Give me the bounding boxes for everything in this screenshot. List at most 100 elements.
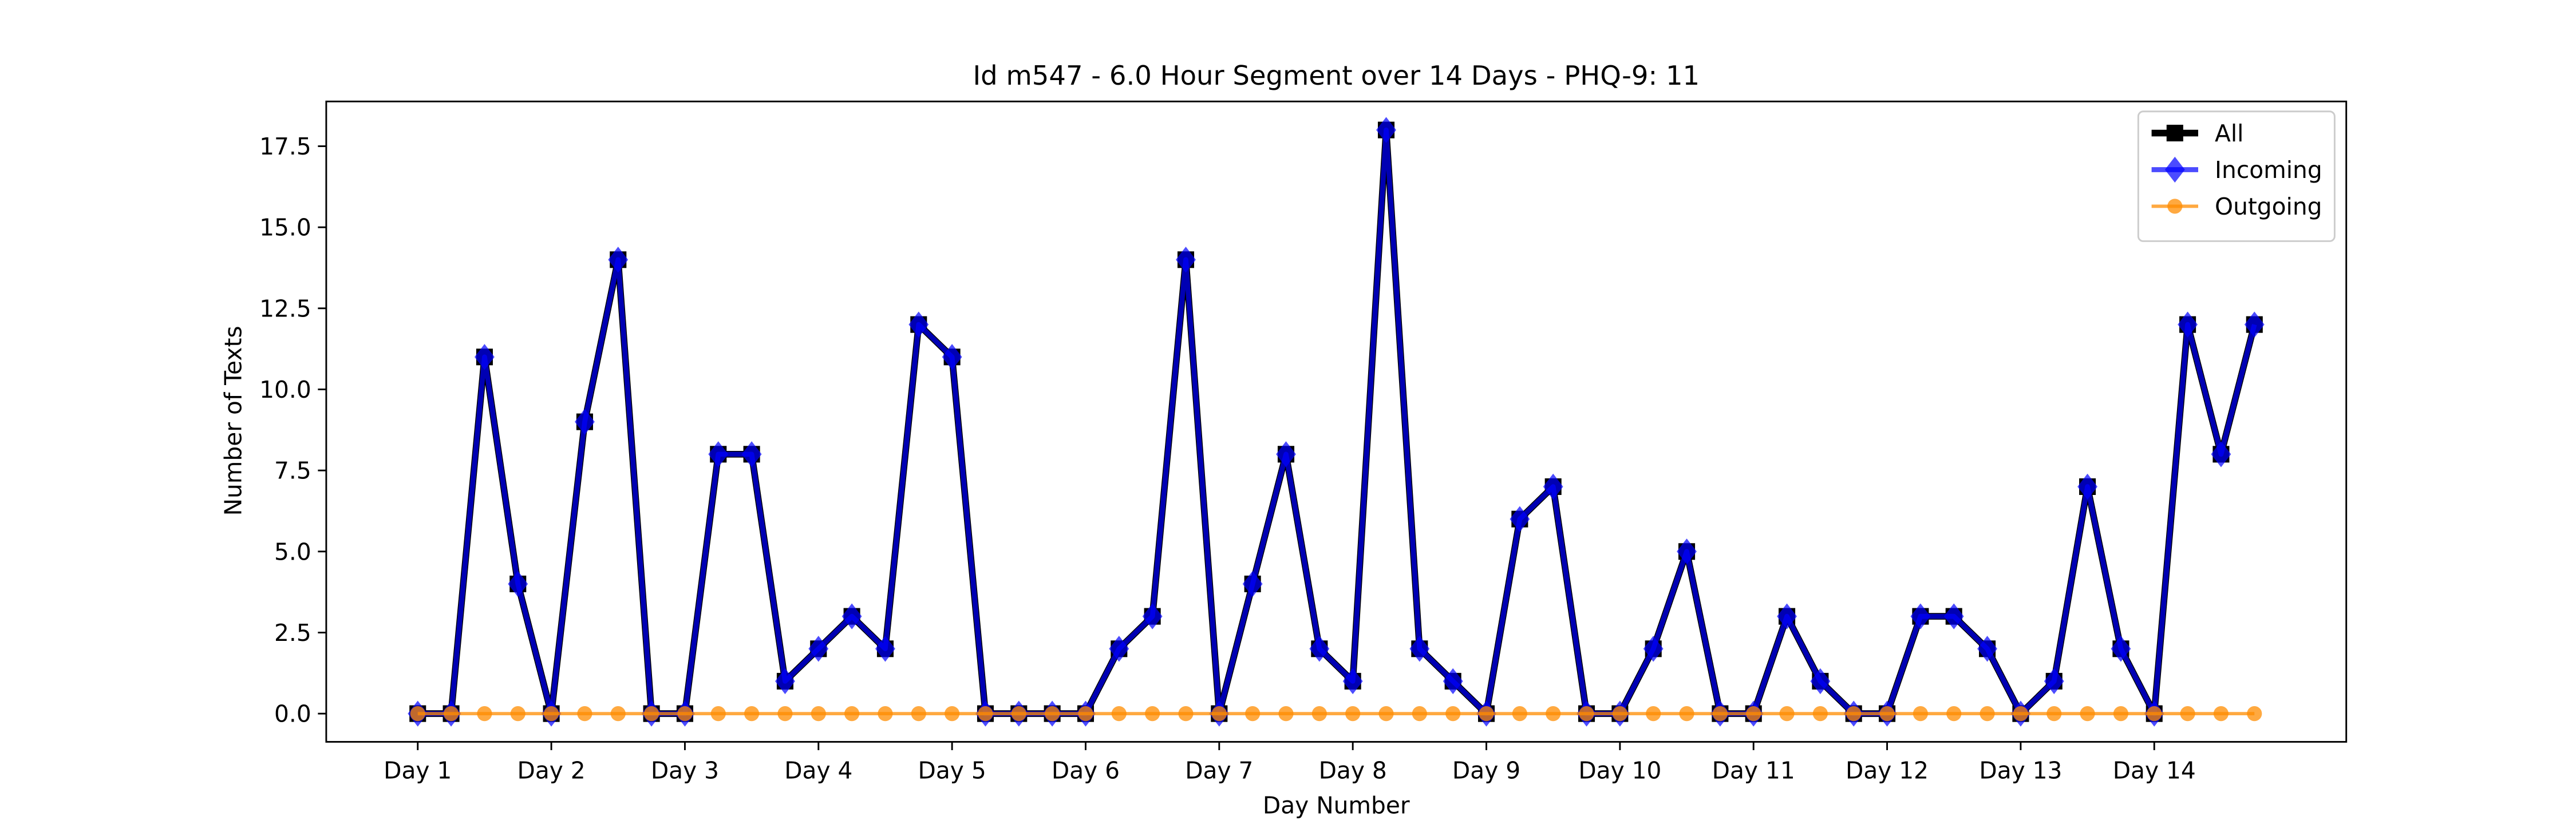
marker [1677,538,1697,565]
marker [811,706,826,722]
marker [1109,636,1129,662]
marker [1913,706,1928,722]
marker [608,247,629,273]
marker [474,344,495,370]
marker [1443,668,1463,695]
marker [2164,156,2185,183]
marker [1078,706,1093,722]
marker [942,344,962,370]
marker [1176,247,1196,273]
marker [844,706,860,722]
marker [911,706,926,722]
legend-box [2137,110,2336,242]
marker [2213,706,2229,722]
marker [2046,706,2062,722]
x-tick-label: Day 8 [1319,756,1387,784]
marker [945,706,960,722]
marker [2247,706,2262,722]
marker [1276,441,1296,468]
marker [1543,473,1563,500]
x-tick-label: Day 5 [918,756,986,784]
marker [1011,706,1026,722]
x-axis-label: Day Number [1263,791,1410,819]
marker [908,311,929,338]
marker [1345,706,1361,722]
marker [1579,706,1594,722]
marker [1846,706,1862,722]
x-tick-label: Day 11 [1712,756,1795,784]
marker [841,603,862,629]
marker [2166,125,2183,142]
marker [2178,311,2198,338]
marker [574,409,595,435]
plot-frame [325,100,2348,743]
x-tick-label: Day 6 [1052,756,1120,784]
marker [1779,706,1795,722]
y-axis-label: Number of Texts [220,326,247,516]
series [409,121,2263,722]
marker [2044,668,2064,695]
marker [1746,706,1761,722]
legend-label: Incoming [2215,156,2322,184]
marker [1546,706,1561,722]
marker [1810,668,1831,695]
y-tick-label: 2.5 [274,619,311,647]
marker [777,706,793,722]
marker [1643,636,1664,662]
marker [1211,706,1227,722]
y-tick-label: 10.0 [259,376,311,403]
series-line [417,126,2258,717]
marker [1245,706,1261,722]
marker [1777,603,1797,629]
marker [644,706,659,722]
series [408,117,2265,727]
marker [2147,706,2162,722]
marker [510,706,526,722]
marker [1812,706,1828,722]
marker [508,571,528,597]
x-tick-label: Day 10 [1578,756,1661,784]
marker [1409,636,1430,662]
marker [1378,706,1394,722]
marker [1178,706,1194,722]
marker [610,706,626,722]
series [410,706,2262,722]
marker [1309,636,1330,662]
marker [1980,706,1995,722]
marker [1045,706,1060,722]
marker [2113,706,2128,722]
marker [1111,706,1127,722]
marker [1910,603,1931,629]
marker [1242,571,1263,597]
marker [2180,706,2195,722]
marker [477,706,492,722]
marker [1712,706,1728,722]
y-tick-label: 15.0 [259,214,311,241]
marker [2211,441,2231,468]
marker [1612,706,1627,722]
marker [741,441,762,468]
x-tick-label: Day 3 [651,756,719,784]
x-tick-label: Day 2 [517,756,586,784]
marker [444,706,459,722]
marker [544,706,559,722]
marker [1142,603,1163,629]
y-tick-label: 17.5 [259,133,311,160]
x-tick-label: Day 12 [1846,756,1929,784]
x-tick-label: Day 13 [1979,756,2062,784]
x-tick-label: Day 1 [384,756,452,784]
marker [1946,706,1962,722]
y-tick-label: 12.5 [259,295,311,322]
marker [1145,706,1160,722]
marker [2167,199,2183,214]
marker [1679,706,1694,722]
marker [875,636,895,662]
marker [775,668,795,695]
marker [2013,706,2028,722]
marker [878,706,893,722]
y-tick-label: 0.0 [274,700,311,728]
y-tick-label: 7.5 [274,457,311,485]
marker [410,706,425,722]
